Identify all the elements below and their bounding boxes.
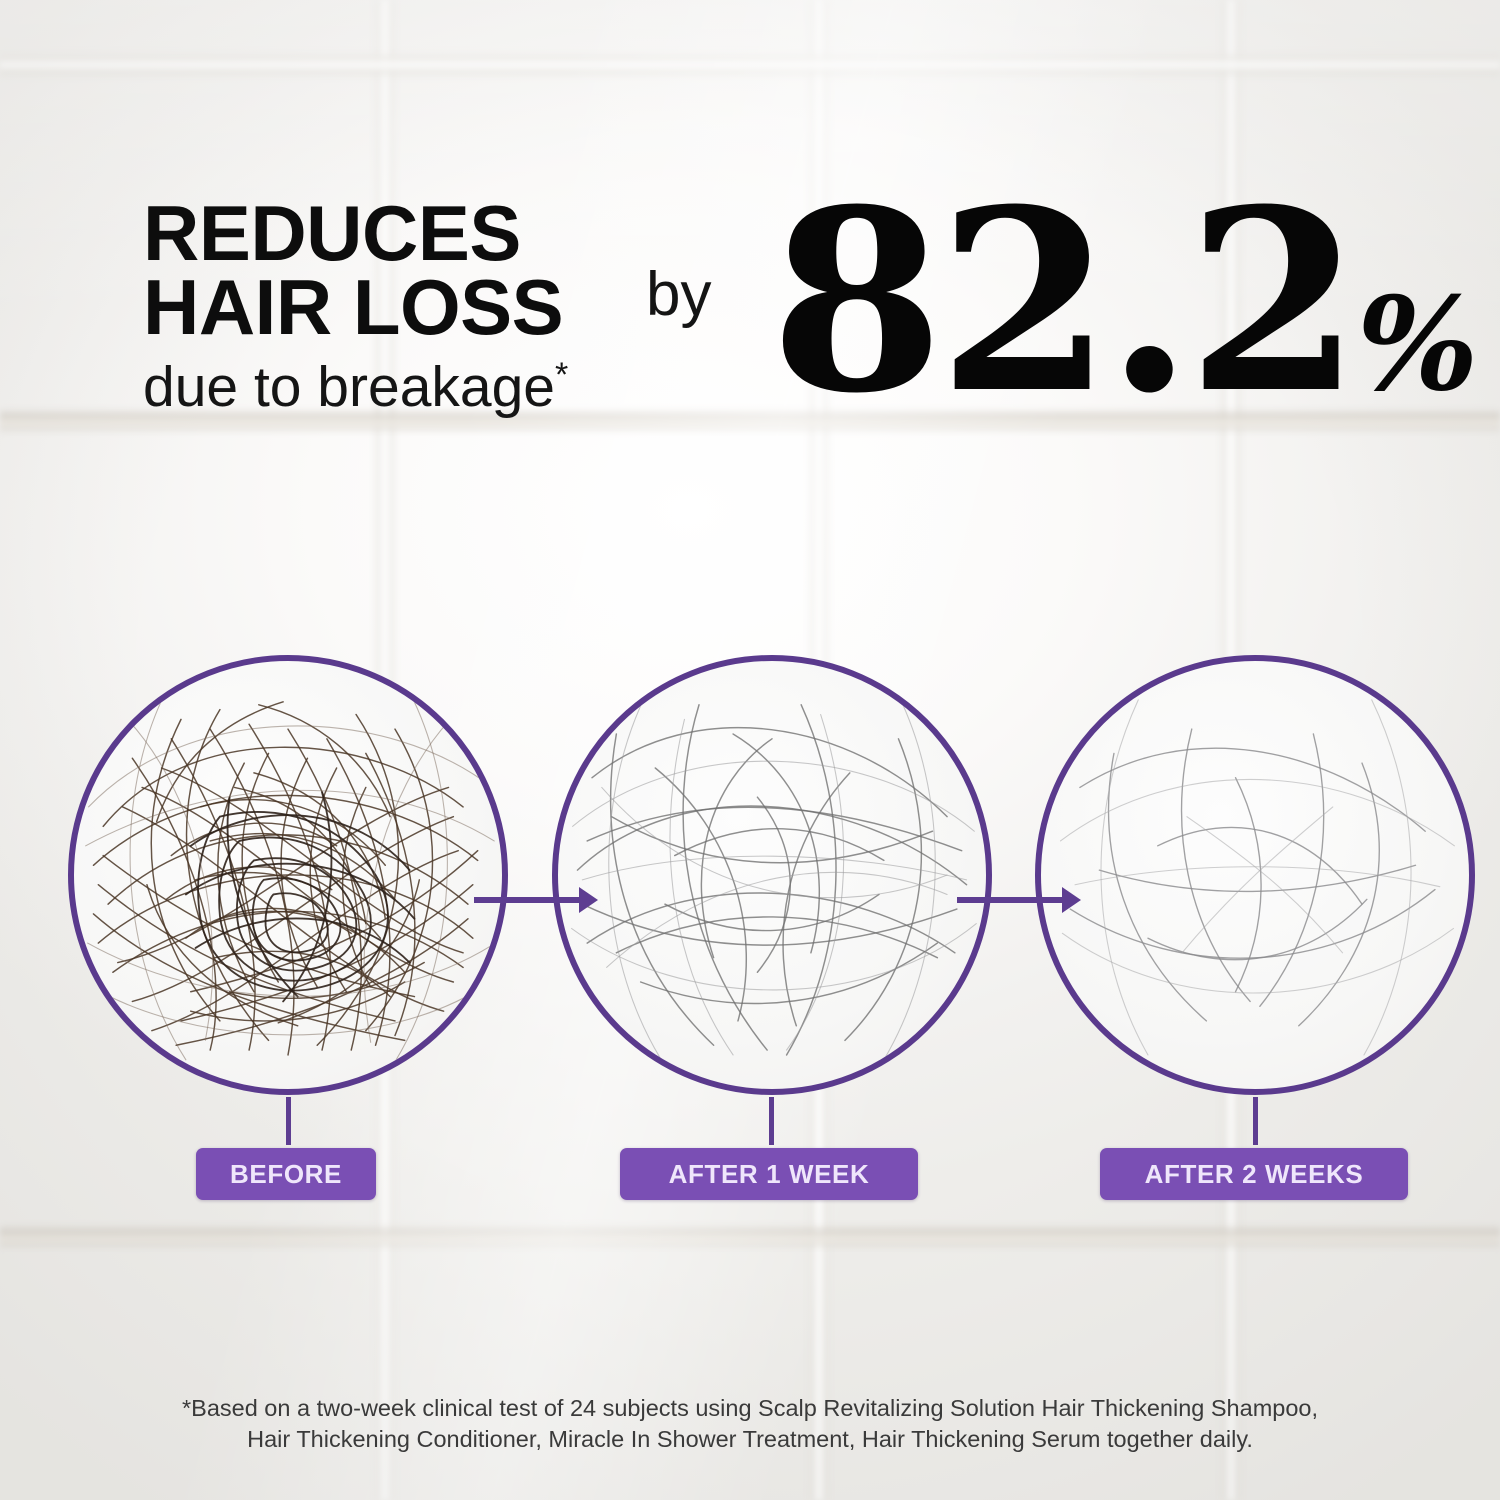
arrow-shaft (957, 897, 1064, 903)
footnote-line-1-text: Based on a two-week clinical test of 24 … (191, 1395, 1319, 1421)
headline-block: REDUCES HAIR LOSS due to breakage* (143, 189, 763, 420)
headline-subline-text: due to breakage (143, 355, 555, 420)
badge-connector-before (286, 1097, 291, 1145)
comparison-panel-before (68, 655, 508, 1095)
stat-connector-word: by (646, 260, 712, 329)
hair-sample-circle-before (68, 655, 508, 1095)
hair-strands-after-1-week (571, 694, 977, 1061)
grout-line-horizontal (0, 1224, 1500, 1250)
comparison-panels (0, 655, 1500, 1215)
footnote-line-2: Hair Thickening Conditioner, Miracle In … (247, 1426, 1253, 1453)
headline-line-1: REDUCES (143, 189, 521, 277)
arrow-head-icon (1062, 887, 1081, 913)
grout-line-horizontal (0, 52, 1500, 78)
footnote-marker-icon: * (555, 356, 569, 395)
stat-number: 82.2 (770, 154, 1361, 448)
arrow-shaft (474, 897, 581, 903)
badge-before: BEFORE (196, 1148, 376, 1200)
comparison-panel-after-1-week (552, 655, 992, 1095)
stat-value-block: 82.2% (770, 176, 1479, 426)
arrow-head-icon (579, 887, 598, 913)
arrow-before-to-week1 (474, 887, 598, 913)
badge-after-2-weeks: AFTER 2 WEEKS (1100, 1148, 1408, 1200)
hair-strands-after-2-weeks (1059, 699, 1455, 1056)
stat-percent-symbol: % (1356, 270, 1479, 420)
comparison-panel-after-2-weeks (1035, 655, 1475, 1095)
badge-connector-after-1-week (769, 1097, 774, 1145)
headline-line-2: HAIR LOSS (143, 263, 564, 352)
hair-strands-before (83, 689, 495, 1063)
badge-after-1-week: AFTER 1 WEEK (620, 1148, 918, 1200)
footnote-line-1: *Based on a two-week clinical test of 24… (90, 1393, 1410, 1424)
arrow-week1-to-week2 (957, 887, 1081, 913)
footnote-marker: * (181, 1395, 192, 1421)
hair-sample-circle-after-2-weeks (1035, 655, 1475, 1095)
badge-connector-after-2-weeks (1253, 1097, 1258, 1145)
footnote-block: *Based on a two-week clinical test of 24… (0, 1393, 1500, 1456)
headline-subline: due to breakage* (143, 355, 763, 420)
hair-sample-circle-after-1-week (552, 655, 992, 1095)
